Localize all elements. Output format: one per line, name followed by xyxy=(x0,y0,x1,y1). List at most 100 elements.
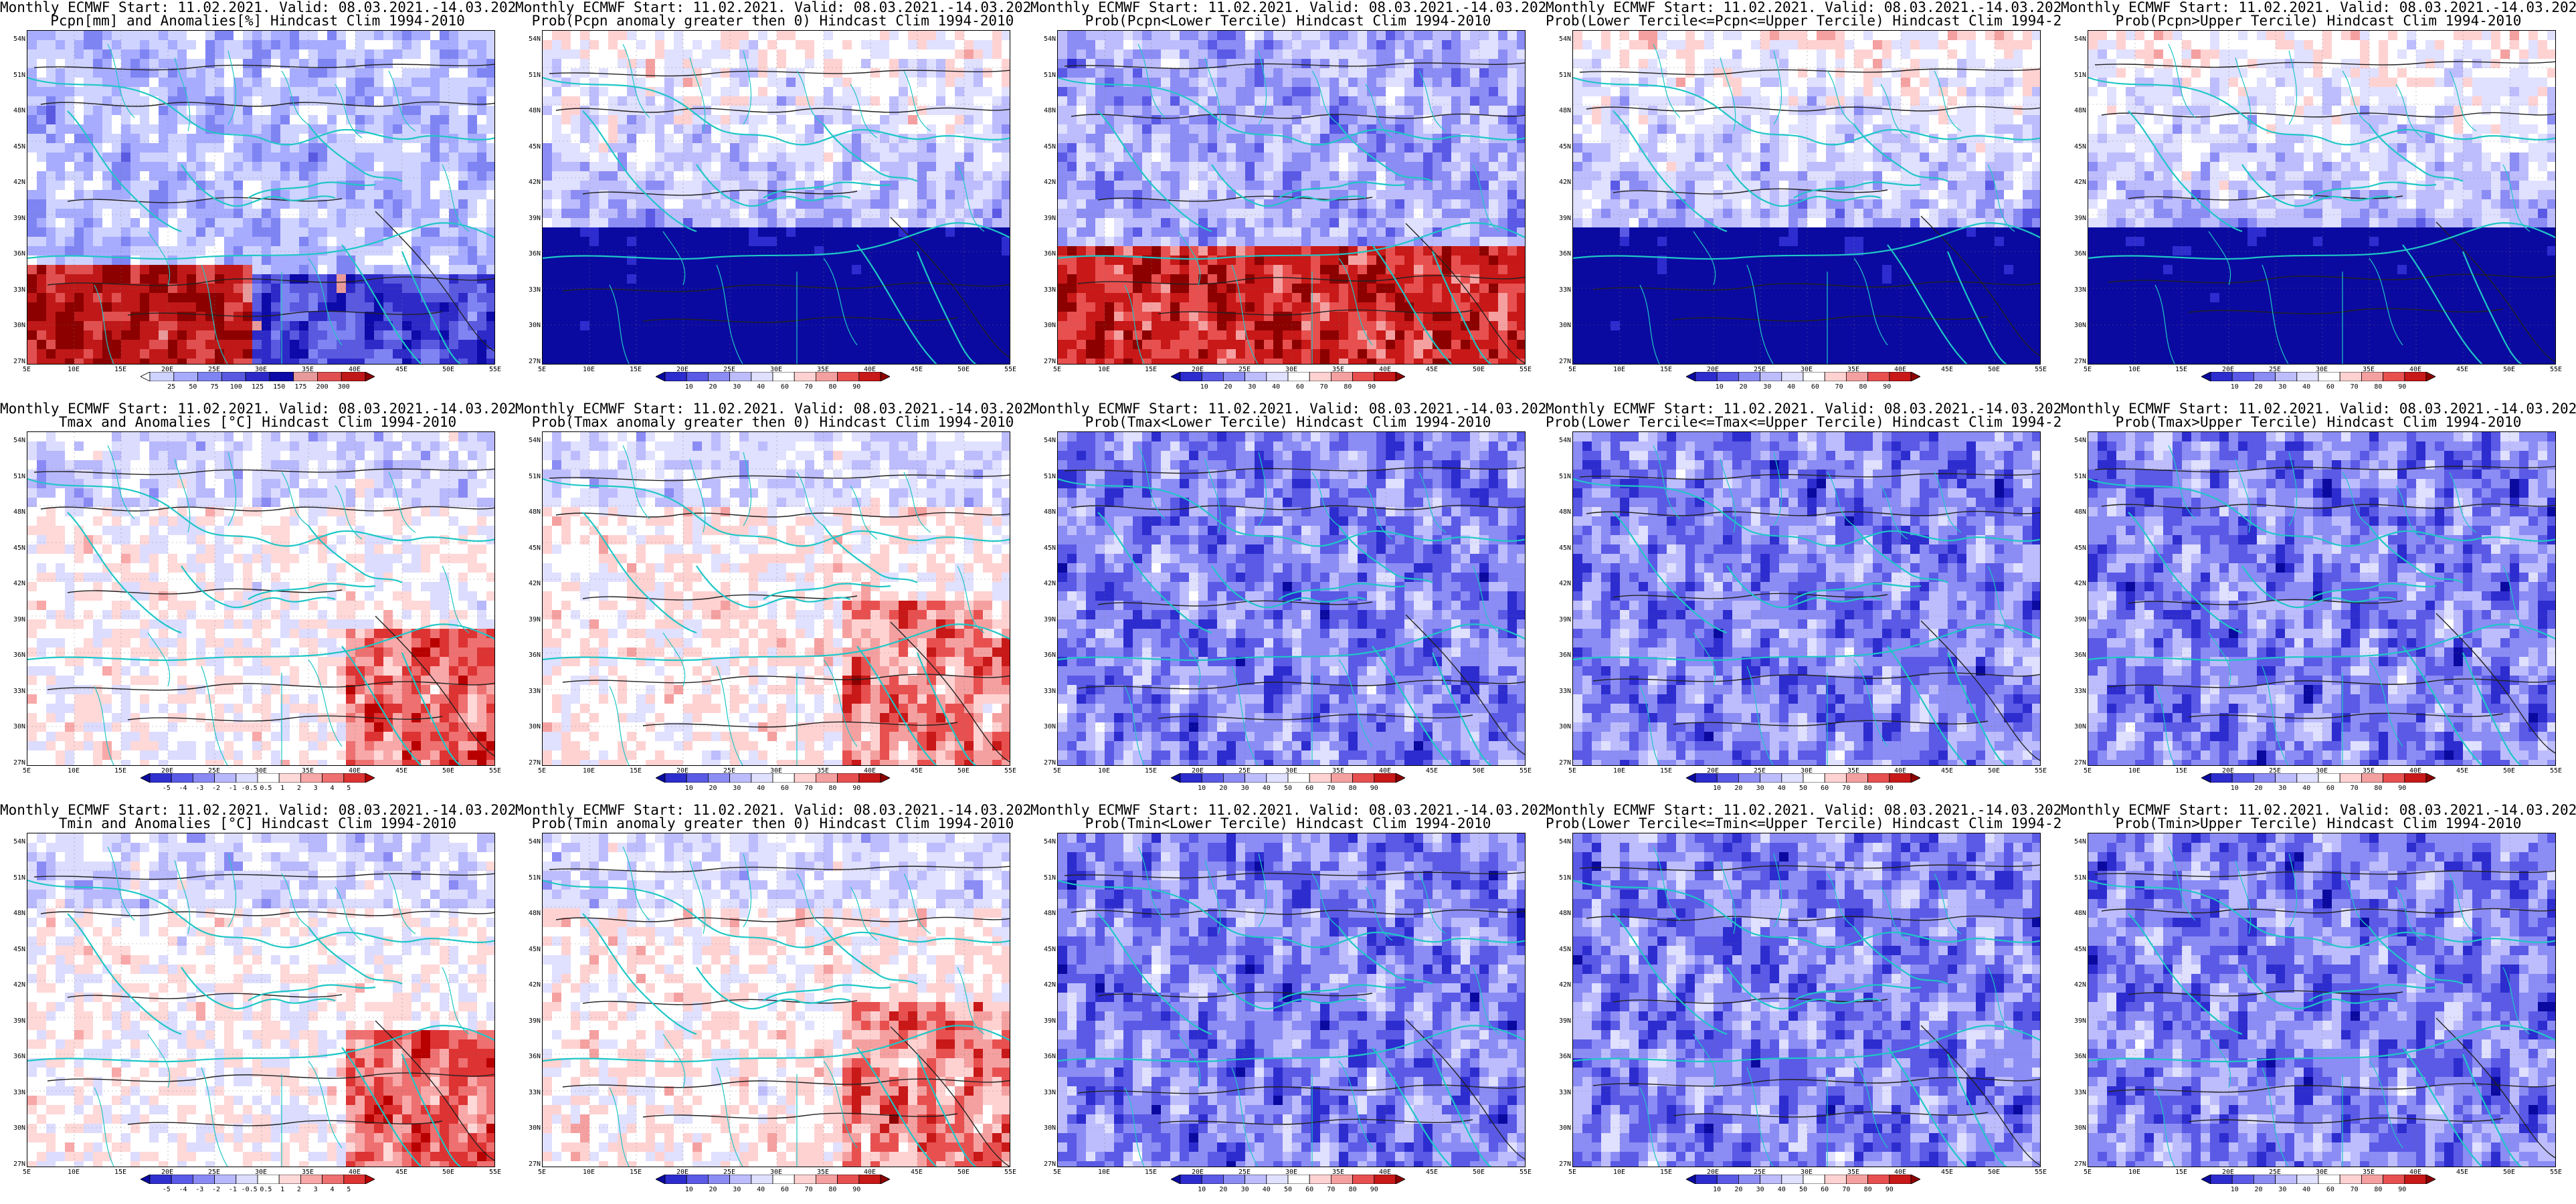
lon-label: 10E xyxy=(64,366,84,373)
colorbar-label: 70 xyxy=(1319,1186,1343,1193)
map-area xyxy=(542,833,1010,1167)
panel-title-line1: Monthly ECMWF Start: 11.02.2021. Valid: … xyxy=(515,0,1030,15)
lat-label: 30N xyxy=(3,723,25,730)
lat-label: 39N xyxy=(1548,616,1571,623)
lon-label: 20E xyxy=(1703,767,1723,775)
lat-label: 42N xyxy=(1548,981,1571,989)
colorbar-label: 60 xyxy=(1803,383,1827,391)
lon-label: 15E xyxy=(2171,767,2191,775)
lon-label: 5E xyxy=(2078,767,2098,775)
lon-label: 20E xyxy=(672,767,693,775)
lat-label: 30N xyxy=(1548,1124,1571,1132)
lon-label: 30E xyxy=(766,767,786,775)
color-bar xyxy=(141,773,375,783)
colorbar-label: 150 xyxy=(267,383,291,391)
lat-label: 45N xyxy=(1033,946,1056,953)
colorbar-label: 20 xyxy=(701,1186,725,1193)
lat-label: 54N xyxy=(518,437,541,444)
lon-label: 5E xyxy=(1562,767,1582,775)
lon-label: 10E xyxy=(2124,366,2144,373)
lon-label: 50E xyxy=(1984,767,2004,775)
lat-label: 54N xyxy=(1033,838,1056,845)
lat-label: 45N xyxy=(3,946,25,953)
lon-label: 45E xyxy=(1422,767,1442,775)
lat-label: 54N xyxy=(1548,35,1571,43)
lon-label: 40E xyxy=(860,1169,880,1176)
lat-label: 27N xyxy=(518,358,541,365)
lat-label: 30N xyxy=(2063,723,2086,730)
lon-label: 40E xyxy=(2405,1169,2425,1176)
lat-label: 51N xyxy=(3,72,25,79)
lat-label: 54N xyxy=(518,35,541,43)
lat-label: 45N xyxy=(2063,946,2086,953)
colorbar-label: 90 xyxy=(1362,1186,1386,1193)
colorbar-label: 3 xyxy=(304,1186,328,1193)
map-field-svg xyxy=(27,432,494,765)
lat-label: 27N xyxy=(1033,759,1056,767)
lat-label: 39N xyxy=(518,1017,541,1025)
lon-label: 50E xyxy=(1984,366,2004,373)
lon-label: 15E xyxy=(1656,1169,1676,1176)
map-panel-pcpn-prob-gt0: Monthly ECMWF Start: 11.02.2021. Valid: … xyxy=(515,0,1030,401)
colorbar-label: 70 xyxy=(2342,1186,2367,1193)
colorbar-label: 10 xyxy=(1705,785,1729,792)
colorbar-label: 40 xyxy=(1770,785,1794,792)
lat-label: 27N xyxy=(1548,1161,1571,1168)
color-bar xyxy=(1171,773,1405,783)
map-panel-tmin-prob-upper: Monthly ECMWF Start: 11.02.2021. Valid: … xyxy=(2061,803,2576,1204)
lat-label: 27N xyxy=(2063,358,2086,365)
colorbar-label: 20 xyxy=(701,785,725,792)
colorbar-label: 30 xyxy=(1748,785,1772,792)
map-panel-tmin-prob-middle: Monthly ECMWF Start: 11.02.2021. Valid: … xyxy=(1546,803,2061,1204)
color-bar xyxy=(656,372,890,381)
lat-label: 27N xyxy=(3,1161,25,1168)
map-area xyxy=(1057,833,1526,1167)
map-area xyxy=(1572,431,2041,766)
lon-label: 5E xyxy=(17,1169,37,1176)
lon-label: 30E xyxy=(2312,1169,2332,1176)
lon-label: 25E xyxy=(1750,366,1770,373)
color-bar xyxy=(1686,1175,1920,1184)
colorbar-label: 300 xyxy=(332,383,356,391)
colorbar-label: 30 xyxy=(725,785,749,792)
lat-label: 36N xyxy=(1033,1053,1056,1060)
colorbar-label: 50 xyxy=(1791,1186,1815,1193)
lon-label: 20E xyxy=(672,1169,693,1176)
colorbar-label: -0.5 xyxy=(238,1186,262,1193)
map-panel-pcpn-prob-upper: Monthly ECMWF Start: 11.02.2021. Valid: … xyxy=(2061,0,2576,401)
lat-label: 27N xyxy=(518,1161,541,1168)
lon-label: 5E xyxy=(2078,366,2098,373)
panel-title-line1: Monthly ECMWF Start: 11.02.2021. Valid: … xyxy=(2061,0,2576,15)
lon-label: 25E xyxy=(204,1169,224,1176)
panel-title-line1: Monthly ECMWF Start: 11.02.2021. Valid: … xyxy=(2061,803,2576,817)
lat-label: 30N xyxy=(1033,1124,1056,1132)
lon-label: 15E xyxy=(626,767,646,775)
lat-label: 45N xyxy=(518,544,541,552)
lon-label: 40E xyxy=(860,366,880,373)
lat-label: 48N xyxy=(2063,910,2086,917)
lon-label: 30E xyxy=(251,366,271,373)
colorbar-label: 10 xyxy=(2223,1186,2247,1193)
lon-label: 10E xyxy=(1609,767,1629,775)
panel-title-line2: Prob(Tmin<Lower Tercile) Hindcast Clim 1… xyxy=(1030,816,1546,831)
color-bar xyxy=(141,1175,375,1184)
lon-label: 35E xyxy=(1843,366,1863,373)
colorbar-label: 30 xyxy=(1233,785,1257,792)
lat-label: 30N xyxy=(2063,1124,2086,1132)
colorbar-label: 90 xyxy=(1362,785,1386,792)
lat-label: 30N xyxy=(1548,723,1571,730)
lon-label: 10E xyxy=(2124,1169,2144,1176)
lat-label: 39N xyxy=(1548,215,1571,222)
lat-label: 48N xyxy=(518,910,541,917)
lat-label: 27N xyxy=(1548,358,1571,365)
lat-label: 30N xyxy=(518,322,541,329)
lon-label: 50E xyxy=(1469,767,1489,775)
lon-label: 45E xyxy=(1937,767,1957,775)
lat-label: 42N xyxy=(3,179,25,186)
lat-label: 30N xyxy=(2063,322,2086,329)
lat-label: 33N xyxy=(1548,688,1571,695)
lat-label: 39N xyxy=(2063,616,2086,623)
lon-label: 10E xyxy=(64,1169,84,1176)
colorbar-label: -1 xyxy=(221,1186,245,1193)
lat-label: 27N xyxy=(2063,759,2086,767)
